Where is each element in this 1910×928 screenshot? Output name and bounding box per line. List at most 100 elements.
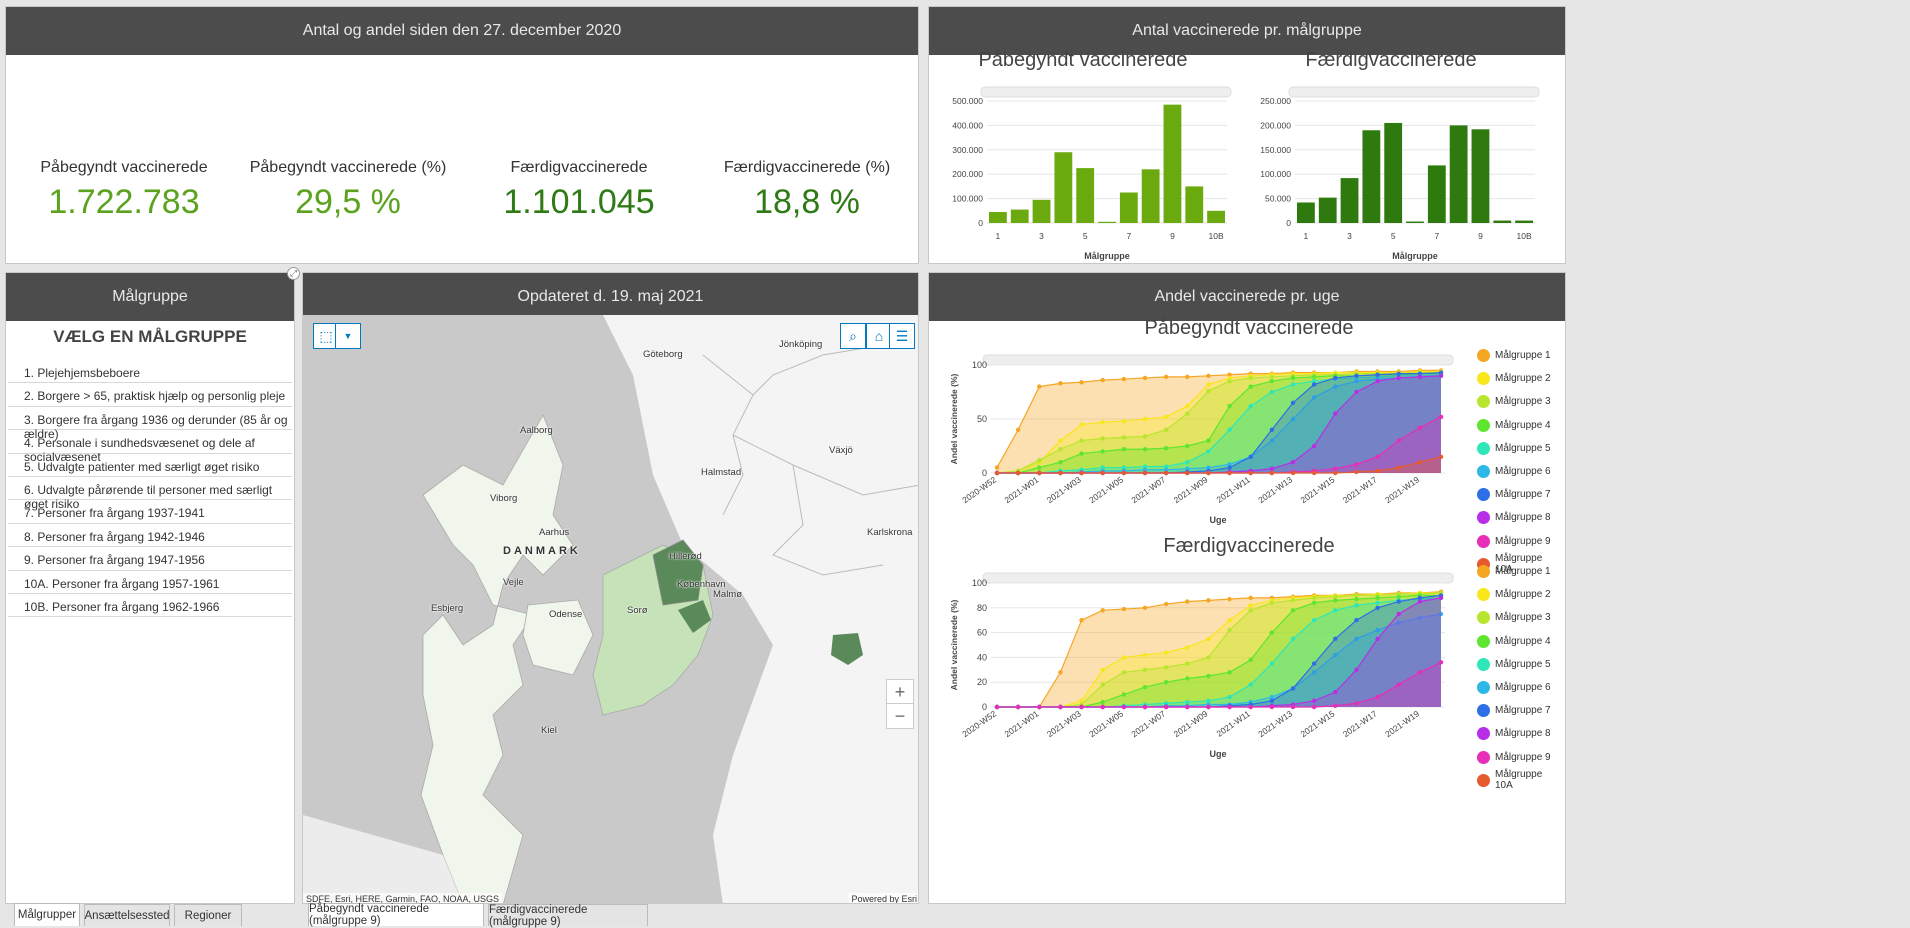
tab-regioner[interactable]: Regioner [174, 904, 242, 926]
data-point [1079, 618, 1084, 623]
legend-item[interactable]: Målgruppe 8 [1477, 506, 1561, 529]
tab-map-completed[interactable]: Færdigvaccinerede (målgruppe 9) [488, 904, 648, 928]
data-point [1269, 466, 1275, 471]
filter-item[interactable]: 9. Personer fra årgang 1947-1956 [8, 547, 292, 571]
data-point [1015, 427, 1021, 432]
filter-item[interactable]: 6. Udvalgte pårørende til personer med s… [8, 477, 292, 511]
data-point [1227, 596, 1232, 602]
legend-swatch [1477, 534, 1490, 548]
tab-ansaettelsessted[interactable]: Ansættelsessted [84, 904, 170, 926]
legend-item[interactable]: Målgruppe 6 [1477, 460, 1561, 483]
data-point [1311, 470, 1317, 476]
filter-item[interactable]: 5. Udvalgte patienter med særligt øget r… [8, 454, 292, 477]
data-point [1311, 595, 1317, 601]
kpi-value: 18,8 % [754, 183, 860, 221]
legend-item[interactable]: Målgruppe 10A [1477, 769, 1561, 792]
x-tick-label: 2020-W52 [960, 708, 998, 739]
legend-item[interactable]: Målgruppe 9 [1477, 746, 1561, 769]
filter-item[interactable]: 2. Borgere > 65, praktisk hjælp og perso… [8, 383, 292, 407]
legend-item[interactable]: Målgruppe 1 [1477, 560, 1561, 583]
legend-item[interactable]: Målgruppe 3 [1477, 390, 1561, 413]
data-point [1248, 454, 1253, 459]
legend-list-icon[interactable]: ☰ [889, 323, 915, 349]
y-tick-label: 200.000 [952, 169, 983, 179]
x-tick-label: 2021-W05 [1087, 474, 1125, 505]
y-tick-label: 0 [982, 468, 987, 478]
expand-icon[interactable]: ⤢ [287, 267, 300, 280]
series-area [997, 662, 1441, 707]
filter-item[interactable]: 10B. Personer fra årgang 1962-1966 [8, 594, 292, 618]
filter-item[interactable]: 10A. Personer fra årgang 1957-1961 [8, 571, 292, 594]
legend-item[interactable]: Målgruppe 7 [1477, 483, 1561, 506]
select-tool-icon[interactable]: ⬚ [313, 323, 339, 349]
legend-item[interactable]: Målgruppe 6 [1477, 676, 1561, 699]
y-axis-label: Andel vaccinerede (%) [949, 373, 959, 464]
filter-item[interactable]: 3. Borgere fra årgang 1936 og derunder (… [8, 407, 292, 441]
search-icon[interactable]: ⌕ [840, 323, 866, 349]
y-tick-label: 40 [977, 652, 987, 662]
data-point [1100, 420, 1105, 425]
legend-label: Målgruppe 10A [1495, 553, 1543, 576]
legend-label: Målgruppe 8 [1495, 512, 1551, 524]
legend-item[interactable]: Målgruppe 2 [1477, 583, 1561, 606]
data-point [1354, 667, 1359, 672]
tab-malgrupper[interactable]: Målgrupper [14, 903, 80, 926]
legend-label: Målgruppe 8 [1495, 728, 1551, 740]
data-point [1100, 465, 1105, 470]
legend-item[interactable]: Målgruppe 3 [1477, 606, 1561, 629]
data-point [1311, 698, 1317, 703]
legend-item[interactable]: Målgruppe 8 [1477, 722, 1561, 745]
data-point [1248, 470, 1253, 476]
data-point [1290, 375, 1296, 381]
data-point [1185, 411, 1190, 416]
series-line [997, 592, 1442, 708]
data-point [1206, 470, 1211, 476]
data-point [1227, 465, 1232, 470]
legend-item[interactable]: Målgruppe 9 [1477, 530, 1561, 553]
filter-item[interactable]: 4. Personale i sundhedsvæsenet og dele a… [8, 430, 292, 464]
legend-item[interactable]: Målgruppe 4 [1477, 414, 1561, 437]
data-point [1185, 599, 1190, 604]
data-point [1311, 600, 1317, 606]
zoom-out-button[interactable]: − [886, 703, 914, 729]
series-area [997, 592, 1441, 707]
data-point [1121, 670, 1127, 675]
bar [1098, 221, 1116, 223]
filter-item[interactable]: 1. Plejehjemsbeboere [8, 360, 292, 384]
legend-item[interactable]: Målgruppe 5 [1477, 437, 1561, 460]
data-point [1142, 447, 1148, 452]
filter-item[interactable]: 8. Personer fra årgang 1942-1946 [8, 524, 292, 548]
data-point [1206, 673, 1211, 679]
data-point [1142, 704, 1148, 710]
data-point [1058, 704, 1063, 710]
data-point [1333, 636, 1338, 641]
filter-heading: VÆLG EN MÅLGRUPPE [53, 327, 247, 346]
data-point [1311, 395, 1317, 400]
series-line [996, 369, 1441, 468]
filter-item[interactable]: 7. Personer fra årgang 1937-1941 [8, 500, 292, 524]
legend-item[interactable]: Målgruppe 2 [1477, 367, 1561, 390]
tab-map-started[interactable]: Påbegyndt vaccinerede (målgruppe 9) [308, 903, 484, 927]
legend-label: Målgruppe 2 [1495, 589, 1551, 601]
weekly-chart-panel-title: Andel vaccinerede pr. uge [929, 273, 1565, 321]
legend-item[interactable]: Målgruppe 1 [1477, 344, 1561, 367]
legend-item[interactable]: Målgruppe 5 [1477, 653, 1561, 676]
y-tick-label: 300.000 [952, 145, 983, 155]
data-point [1206, 388, 1211, 394]
data-point [1333, 411, 1338, 416]
zoom-in-button[interactable]: + [886, 679, 914, 705]
data-point [1121, 704, 1127, 710]
data-point [1354, 469, 1359, 475]
data-point [1438, 370, 1444, 375]
map-view[interactable]: Göteborg Jönköping Aalborg Halmstad Växj… [303, 315, 918, 903]
kpi-started: Påbegyndt vaccinerede 1.722.783 [6, 159, 259, 222]
select-dropdown-icon[interactable]: ▼ [335, 323, 361, 349]
data-point [1079, 438, 1084, 443]
legend-item[interactable]: Målgruppe 4 [1477, 630, 1561, 653]
legend-item[interactable]: Målgruppe 7 [1477, 699, 1561, 722]
bar [1185, 186, 1204, 223]
series-area [997, 592, 1441, 707]
data-point [1100, 608, 1105, 613]
